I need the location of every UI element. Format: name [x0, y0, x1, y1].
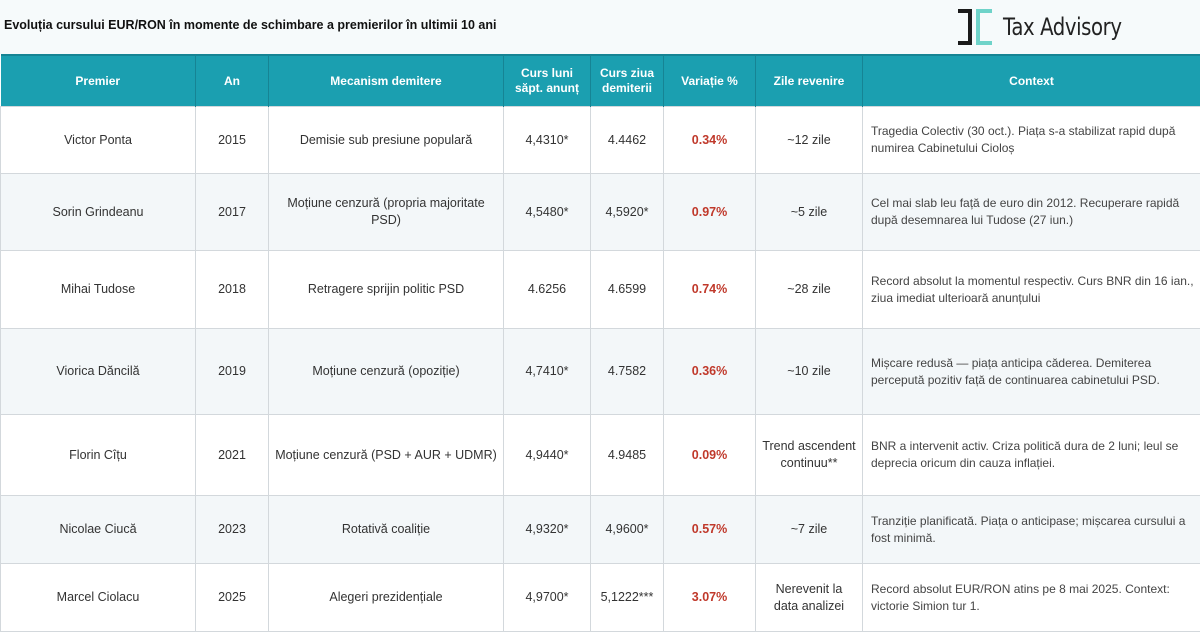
context-cell: Record absolut EUR/RON atins pe 8 mai 20… — [863, 564, 1200, 632]
rate-day-cell: 4,9600* — [591, 496, 664, 564]
rate-week-cell: 4,9440* — [504, 415, 591, 496]
rate-day-cell: 4.4462 — [591, 107, 664, 174]
rate-day-cell: 4,5920* — [591, 174, 664, 251]
context-cell: Record absolut la momentul respectiv. Cu… — [863, 251, 1200, 329]
premier-cell: Mihai Tudose — [1, 251, 196, 329]
mechanism-cell: Moțiune cenzură (propria majoritate PSD) — [269, 174, 504, 251]
logo: Tax Advisory — [955, 8, 1148, 46]
mechanism-cell: Moțiune cenzură (PSD + AUR + UDMR) — [269, 415, 504, 496]
column-header: Context — [863, 55, 1200, 107]
page-title: Evoluția cursului EUR/RON în momente de … — [4, 18, 496, 32]
column-header: Curs ziua demiterii — [591, 55, 664, 107]
mechanism-cell: Demisie sub presiune populară — [269, 107, 504, 174]
rate-week-cell: 4,7410* — [504, 329, 591, 415]
mechanism-cell: Rotativă coaliție — [269, 496, 504, 564]
variation-cell: 0.97% — [664, 174, 756, 251]
year-cell: 2018 — [196, 251, 269, 329]
premier-cell: Marcel Ciolacu — [1, 564, 196, 632]
recovery-cell: ~28 zile — [756, 251, 863, 329]
rate-week-cell: 4,9320* — [504, 496, 591, 564]
context-cell: Cel mai slab leu față de euro din 2012. … — [863, 174, 1200, 251]
column-header: Variație % — [664, 55, 756, 107]
premier-table: Premier An Mecanism demitere Curs luni s… — [0, 54, 1200, 632]
context-cell: Tranziție planificată. Piața o anticipas… — [863, 496, 1200, 564]
rate-day-cell: 5,1222*** — [591, 564, 664, 632]
year-cell: 2021 — [196, 415, 269, 496]
variation-cell: 0.57% — [664, 496, 756, 564]
column-header: An — [196, 55, 269, 107]
premier-cell: Viorica Dăncilă — [1, 329, 196, 415]
rate-day-cell: 4.7582 — [591, 329, 664, 415]
mechanism-cell: Moțiune cenzură (opoziție) — [269, 329, 504, 415]
recovery-cell: ~12 zile — [756, 107, 863, 174]
context-cell: BNR a intervenit activ. Criza politică d… — [863, 415, 1200, 496]
rate-week-cell: 4,4310* — [504, 107, 591, 174]
mechanism-cell: Retragere sprijin politic PSD — [269, 251, 504, 329]
column-header: Curs luni săpt. anunț — [504, 55, 591, 107]
year-cell: 2023 — [196, 496, 269, 564]
logo-bracket-icon — [955, 9, 995, 45]
premier-cell: Florin Cîțu — [1, 415, 196, 496]
premier-cell: Sorin Grindeanu — [1, 174, 196, 251]
rate-week-cell: 4.6256 — [504, 251, 591, 329]
logo-text: Tax Advisory — [1003, 13, 1122, 41]
variation-cell: 0.34% — [664, 107, 756, 174]
rate-week-cell: 4,5480* — [504, 174, 591, 251]
column-header: Zile revenire — [756, 55, 863, 107]
premier-cell: Victor Ponta — [1, 107, 196, 174]
recovery-cell: ~10 zile — [756, 329, 863, 415]
recovery-cell: Trend ascendent continuu** — [756, 415, 863, 496]
premier-cell: Nicolae Ciucă — [1, 496, 196, 564]
rate-week-cell: 4,9700* — [504, 564, 591, 632]
recovery-cell: ~5 zile — [756, 174, 863, 251]
year-cell: 2015 — [196, 107, 269, 174]
variation-cell: 0.74% — [664, 251, 756, 329]
recovery-cell: Nerevenit la data analizei — [756, 564, 863, 632]
column-header: Mecanism demitere — [269, 55, 504, 107]
header-bar: Evoluția cursului EUR/RON în momente de … — [0, 0, 1200, 54]
variation-cell: 3.07% — [664, 564, 756, 632]
context-cell: Mișcare redusă — piața anticipa căderea.… — [863, 329, 1200, 415]
variation-cell: 0.36% — [664, 329, 756, 415]
mechanism-cell: Alegeri prezidențiale — [269, 564, 504, 632]
year-cell: 2019 — [196, 329, 269, 415]
table-header-row: Premier An Mecanism demitere Curs luni s… — [1, 55, 1200, 107]
year-cell: 2025 — [196, 564, 269, 632]
recovery-cell: ~7 zile — [756, 496, 863, 564]
rate-day-cell: 4.9485 — [591, 415, 664, 496]
year-cell: 2017 — [196, 174, 269, 251]
variation-cell: 0.09% — [664, 415, 756, 496]
rate-day-cell: 4.6599 — [591, 251, 664, 329]
context-cell: Tragedia Colectiv (30 oct.). Piața s-a s… — [863, 107, 1200, 174]
column-header: Premier — [1, 55, 196, 107]
